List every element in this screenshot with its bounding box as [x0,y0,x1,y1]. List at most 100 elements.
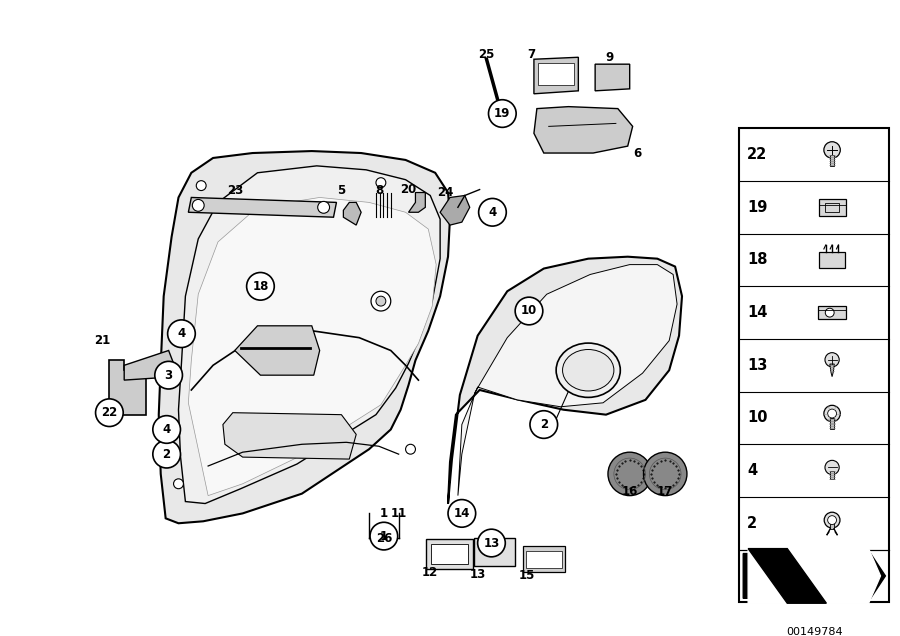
Circle shape [376,177,386,188]
Polygon shape [440,195,470,225]
Polygon shape [188,197,436,495]
Circle shape [825,308,834,317]
Bar [830,155,834,166]
Circle shape [824,405,841,422]
Text: 13: 13 [470,568,486,581]
Text: 26: 26 [375,532,392,544]
Text: 6: 6 [634,146,642,160]
Text: 4: 4 [489,206,497,219]
FancyBboxPatch shape [819,252,845,268]
Text: 4: 4 [177,327,185,340]
Polygon shape [748,549,826,603]
Circle shape [174,479,184,488]
Circle shape [153,440,181,468]
Text: 3: 3 [165,369,173,382]
Text: 15: 15 [518,569,536,582]
Text: 20: 20 [400,183,417,196]
Text: 18: 18 [252,280,268,293]
Text: 9: 9 [606,51,614,64]
Circle shape [530,411,558,438]
Circle shape [448,499,476,527]
Circle shape [479,198,507,226]
Circle shape [515,297,543,325]
Polygon shape [235,326,320,375]
FancyBboxPatch shape [473,538,515,565]
Circle shape [825,460,839,474]
Text: 7: 7 [526,48,535,61]
Text: 23: 23 [227,184,243,197]
Bar [830,523,834,529]
Polygon shape [110,361,146,415]
Text: 10: 10 [521,305,537,317]
Text: 2: 2 [540,418,548,431]
Text: 19: 19 [494,107,510,120]
Text: 13: 13 [483,537,500,550]
Text: 1: 1 [380,507,388,520]
Circle shape [370,522,398,550]
Bar [831,471,833,480]
Polygon shape [595,64,630,91]
Polygon shape [748,549,880,603]
Text: 2: 2 [747,516,757,531]
Text: 4: 4 [747,463,757,478]
Circle shape [644,452,687,495]
Text: 22: 22 [102,406,118,419]
Text: 14: 14 [454,507,470,520]
Circle shape [153,416,181,443]
Text: 16: 16 [622,485,638,498]
Circle shape [95,399,123,427]
Circle shape [155,361,183,389]
Text: 1: 1 [380,530,388,543]
Text: 21: 21 [94,334,111,347]
Circle shape [376,296,386,306]
Circle shape [824,142,841,158]
Circle shape [489,100,516,127]
FancyBboxPatch shape [526,551,562,568]
Circle shape [406,445,416,454]
Text: 22: 22 [747,147,768,162]
FancyBboxPatch shape [819,198,845,216]
Polygon shape [158,151,450,523]
Text: 19: 19 [747,200,768,215]
Text: 17: 17 [657,485,673,498]
Bar [739,128,889,602]
Text: 13: 13 [747,358,768,373]
Text: 2: 2 [163,448,171,460]
Text: 5: 5 [338,184,346,197]
Text: 00149784: 00149784 [786,627,842,636]
Circle shape [478,529,505,557]
Text: 8: 8 [374,184,383,197]
Polygon shape [534,57,579,93]
Polygon shape [188,197,337,218]
FancyBboxPatch shape [427,539,472,569]
Circle shape [828,409,836,418]
Polygon shape [743,553,886,598]
Text: 4: 4 [163,423,171,436]
Polygon shape [830,364,834,377]
FancyBboxPatch shape [818,307,846,319]
Text: 25: 25 [478,48,495,61]
Text: 11: 11 [391,507,407,520]
Circle shape [196,181,206,191]
FancyBboxPatch shape [538,63,574,85]
Circle shape [247,272,274,300]
Polygon shape [178,166,440,504]
Circle shape [371,291,391,311]
Polygon shape [534,107,633,153]
Polygon shape [458,265,677,495]
Bar [830,418,834,429]
Circle shape [825,352,839,367]
Circle shape [824,512,840,528]
Text: 24: 24 [436,186,454,199]
Polygon shape [409,193,426,212]
Circle shape [828,516,836,525]
Ellipse shape [562,350,614,391]
Text: 18: 18 [747,252,768,268]
Ellipse shape [556,343,620,398]
Circle shape [608,452,652,495]
Circle shape [318,202,329,213]
Polygon shape [344,202,361,225]
FancyBboxPatch shape [431,544,468,563]
Text: 12: 12 [422,566,438,579]
Circle shape [167,320,195,347]
